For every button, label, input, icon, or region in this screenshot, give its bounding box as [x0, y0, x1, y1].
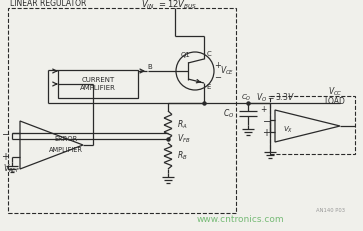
Text: $-$: $-$: [262, 115, 271, 125]
Text: Q1: Q1: [181, 52, 191, 58]
Text: $V_{CE}$: $V_{CE}$: [220, 65, 234, 77]
Text: $-$: $-$: [1, 128, 10, 138]
Bar: [58, 70, 138, 98]
Text: AN140 P03: AN140 P03: [316, 209, 345, 213]
Text: LOAD: LOAD: [324, 97, 345, 106]
Text: +: +: [215, 61, 221, 70]
Bar: [270, 96, 355, 154]
Text: $C_O$: $C_O$: [241, 93, 251, 103]
Text: $+$: $+$: [1, 152, 10, 162]
Text: $V_{CC}$: $V_{CC}$: [328, 85, 342, 98]
Text: $V_{FB}$: $V_{FB}$: [177, 133, 191, 145]
Text: $R_B$: $R_B$: [177, 150, 188, 162]
Text: $C_O$: $C_O$: [223, 107, 234, 120]
Text: $-$: $-$: [214, 72, 222, 80]
Text: E: E: [207, 84, 211, 90]
Text: C: C: [207, 51, 211, 57]
Text: $V_O = 3.3V$: $V_O = 3.3V$: [256, 92, 295, 104]
Text: $= 12V_{BUS}$: $= 12V_{BUS}$: [157, 0, 197, 11]
Polygon shape: [20, 121, 83, 169]
Text: www.cntronics.com: www.cntronics.com: [196, 215, 284, 224]
Text: $V_{IN}$: $V_{IN}$: [141, 0, 155, 11]
Text: $+$: $+$: [260, 104, 268, 114]
Text: LINEAR REGULATOR: LINEAR REGULATOR: [10, 0, 86, 9]
Text: CURRENT
AMPLIFIER: CURRENT AMPLIFIER: [80, 77, 116, 91]
Text: $R_A$: $R_A$: [177, 119, 188, 131]
Bar: [8, 8, 236, 213]
Text: ERROR: ERROR: [54, 136, 77, 142]
Text: $V_{REF}$: $V_{REF}$: [3, 163, 21, 175]
Text: AMPLIFIER: AMPLIFIER: [49, 147, 83, 153]
Text: $+$: $+$: [262, 127, 271, 137]
Text: B: B: [148, 64, 152, 70]
Polygon shape: [275, 110, 340, 142]
Text: $V_X$: $V_X$: [283, 125, 293, 135]
